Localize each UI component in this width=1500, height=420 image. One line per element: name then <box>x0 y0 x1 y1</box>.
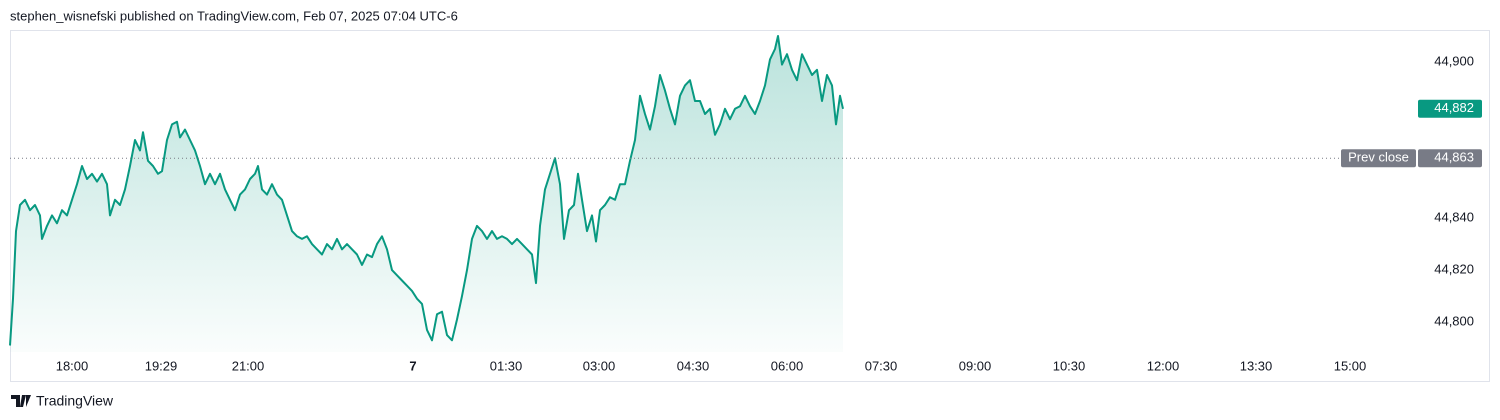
prev-close-value: 44,863 <box>1434 150 1474 165</box>
chart-frame <box>10 30 1490 382</box>
x-tick-label: 7 <box>409 358 416 373</box>
x-tick-label: 13:30 <box>1240 358 1273 373</box>
x-tick-label: 10:30 <box>1053 358 1086 373</box>
y-tick-label: 44,840 <box>1434 209 1474 224</box>
x-tick-label: 06:00 <box>771 358 804 373</box>
x-tick-label: 01:30 <box>490 358 523 373</box>
y-tick-label: 44,820 <box>1434 262 1474 277</box>
tradingview-logo <box>11 395 31 407</box>
y-tick-label: 44,900 <box>1434 53 1474 68</box>
prev-close-tag <box>1341 149 1416 168</box>
footer-brand: TradingView <box>36 393 114 409</box>
x-tick-label: 09:00 <box>959 358 992 373</box>
x-tick-label: 21:00 <box>232 358 265 373</box>
x-tick-label: 07:30 <box>865 358 898 373</box>
last-price-tag <box>1418 99 1482 118</box>
x-tick-label: 18:00 <box>56 358 89 373</box>
y-tick-label: 44,800 <box>1434 314 1474 329</box>
x-tick-label: 03:00 <box>583 358 616 373</box>
header: stephen_wisnefski published on TradingVi… <box>10 8 458 23</box>
x-tick-label: 19:29 <box>145 358 178 373</box>
price-line <box>9 35 844 346</box>
area-fill <box>10 36 843 352</box>
x-tick-label: 15:00 <box>1334 358 1367 373</box>
prev-close-value-tag <box>1418 149 1482 168</box>
x-tick-label: 12:00 <box>1147 358 1180 373</box>
prev-close-name: Prev close <box>1348 150 1409 165</box>
last-price-label: 44,882 <box>1434 100 1474 115</box>
x-tick-label: 04:30 <box>677 358 710 373</box>
